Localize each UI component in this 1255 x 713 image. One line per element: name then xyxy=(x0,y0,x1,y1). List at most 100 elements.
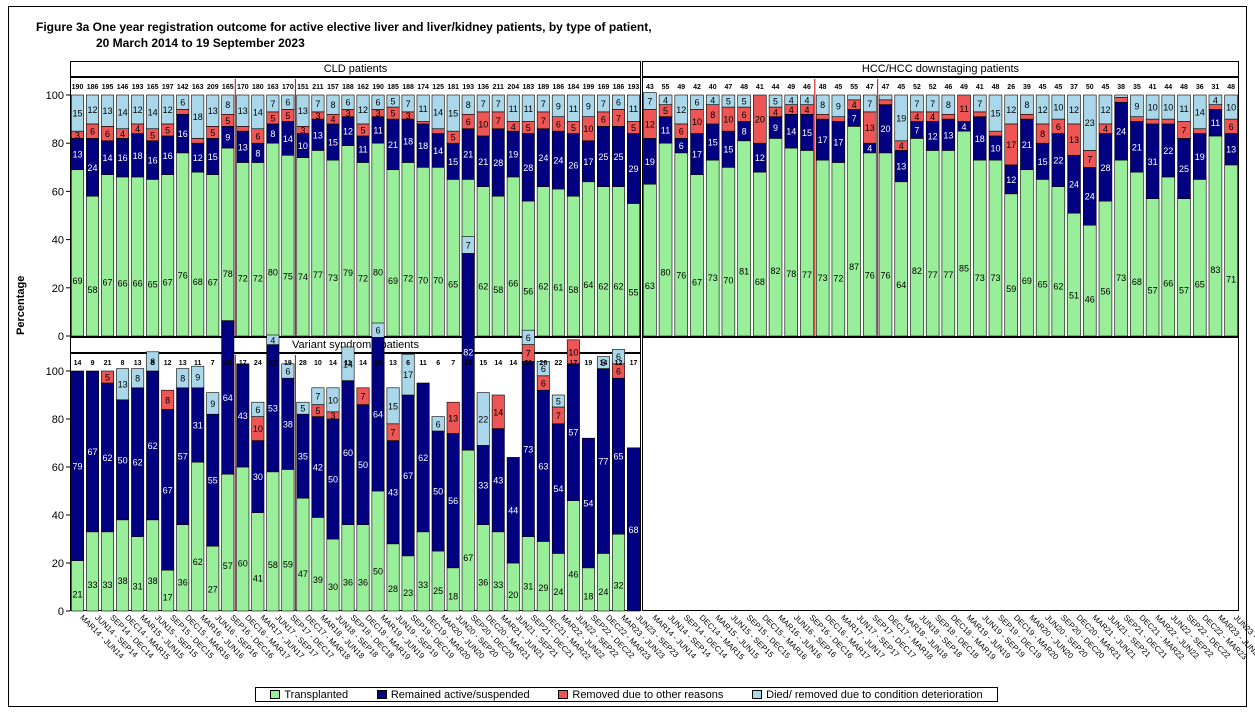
count-label: 180 xyxy=(252,84,264,91)
count-label: 170 xyxy=(237,84,249,91)
count-label: 209 xyxy=(207,84,219,91)
data-label-transplanted: 36 xyxy=(478,577,488,587)
bar-segment-died xyxy=(988,94,1003,132)
bar-segment-died xyxy=(863,94,877,113)
data-label-died: 6 xyxy=(285,98,290,108)
bar-segment-removed xyxy=(356,387,370,405)
data-label-removed: 5 xyxy=(165,125,170,135)
bar-segment-died xyxy=(266,334,280,345)
bar-segment-died xyxy=(71,94,84,132)
bar-segment-died xyxy=(326,94,340,115)
data-label-removed: 3 xyxy=(315,111,320,121)
bar-segment-transplanted xyxy=(658,142,673,337)
data-label-transplanted: 77 xyxy=(928,270,938,280)
data-label-died: 8 xyxy=(1024,100,1029,110)
bar-segment-removed xyxy=(1208,104,1223,110)
data-label-remained: 73 xyxy=(523,445,533,455)
bar-segment-transplanted xyxy=(236,466,250,612)
bar-segment-transplanted xyxy=(311,150,325,337)
bar-segment-transplanted xyxy=(221,473,235,612)
bar-segment-died xyxy=(1083,94,1097,151)
bar-segment-transplanted xyxy=(1020,169,1034,337)
bar-segment-died xyxy=(161,94,175,125)
data-label-died: 7 xyxy=(541,99,546,109)
data-label-removed: 4 xyxy=(773,107,778,117)
count-label: 163 xyxy=(192,84,204,91)
data-label-transplanted: 75 xyxy=(283,271,293,281)
count-label: 47 xyxy=(882,84,890,91)
data-label-removed: 20 xyxy=(755,115,765,125)
data-label-died: 19 xyxy=(896,113,906,123)
data-label-remained: 42 xyxy=(313,463,323,473)
data-label-died: 7 xyxy=(315,99,320,109)
count-label: 48 xyxy=(1180,84,1188,91)
data-label-transplanted: 59 xyxy=(283,559,293,569)
bar-segment-died xyxy=(356,94,370,125)
data-label-remained: 24 xyxy=(1069,180,1079,190)
count-label: 186 xyxy=(613,84,625,91)
count-label: 170 xyxy=(282,84,294,91)
data-label-removed: 7 xyxy=(1087,154,1092,164)
data-label-remained: 7 xyxy=(914,125,919,135)
bar-segment-died xyxy=(491,94,505,113)
data-label-remained: 67 xyxy=(88,447,98,457)
bar-segment-transplanted xyxy=(878,152,893,337)
bar-segment-transplanted xyxy=(863,152,877,337)
data-label-remained: 18 xyxy=(975,134,985,144)
bar-segment-transplanted xyxy=(690,174,704,337)
data-label-transplanted: 69 xyxy=(73,276,83,286)
data-label-transplanted: 66 xyxy=(118,279,128,289)
data-label-removed: 4 xyxy=(914,112,919,122)
bar-segment-died xyxy=(251,94,265,130)
data-label-died: 7 xyxy=(914,99,919,109)
y-tick-label: 40 xyxy=(52,235,64,247)
data-label-remained: 16 xyxy=(163,151,173,161)
data-label-removed: 7 xyxy=(616,113,621,123)
bar-segment-transplanted xyxy=(131,176,145,337)
count-label: 40 xyxy=(709,84,717,91)
data-label-removed: 7 xyxy=(496,116,501,126)
data-label-died: 7 xyxy=(270,99,275,109)
count-label: 31 xyxy=(1212,84,1220,91)
data-label-removed: 5 xyxy=(663,106,668,116)
count-label: 183 xyxy=(522,84,534,91)
data-label-removed: 11 xyxy=(959,104,968,114)
count-label: 12 xyxy=(164,360,172,367)
y-tick-label: 100 xyxy=(46,90,64,102)
data-label-remained: 62 xyxy=(148,441,158,451)
count-label: 17 xyxy=(269,360,277,367)
data-label-remained: 12 xyxy=(1006,175,1016,185)
data-label-remained: 43 xyxy=(493,476,503,486)
data-label-remained: 6 xyxy=(679,141,684,151)
data-label-removed: 4 xyxy=(120,129,125,139)
data-label-remained: 13 xyxy=(1226,145,1236,155)
data-label-transplanted: 67 xyxy=(463,553,473,563)
panel-variant xyxy=(70,353,641,611)
data-label-remained: 25 xyxy=(1179,164,1189,174)
data-label-died: 15 xyxy=(448,109,458,119)
data-label-remained: 9 xyxy=(773,123,778,133)
bar-segment-transplanted xyxy=(1130,171,1144,337)
data-label-remained: 60 xyxy=(343,448,353,458)
bar-segment-transplanted xyxy=(341,145,355,337)
count-label: 38 xyxy=(1117,84,1125,91)
count-label: 181 xyxy=(447,84,459,91)
data-label-remained: 62 xyxy=(133,458,143,468)
data-label-died: 10 xyxy=(1226,103,1236,113)
data-label-transplanted: 69 xyxy=(1022,276,1032,286)
data-label-transplanted: 76 xyxy=(865,271,875,281)
data-label-died: 17 xyxy=(403,370,413,380)
data-label-remained: 67 xyxy=(403,471,413,481)
bar-segment-died xyxy=(281,363,295,379)
bar-segment-died xyxy=(721,94,736,108)
data-label-died: 11 xyxy=(524,104,533,114)
bar-segment-transplanted xyxy=(705,159,720,337)
bar-segment-transplanted xyxy=(1161,176,1176,337)
y-tick-label: 20 xyxy=(52,558,64,570)
data-label-died: 11 xyxy=(569,104,578,114)
data-label-remained: 25 xyxy=(613,152,623,162)
bar-segment-died xyxy=(551,394,565,408)
data-label-died: 11 xyxy=(509,104,518,114)
bar-segment-transplanted xyxy=(101,174,115,337)
data-label-died: 10 xyxy=(1053,103,1063,113)
